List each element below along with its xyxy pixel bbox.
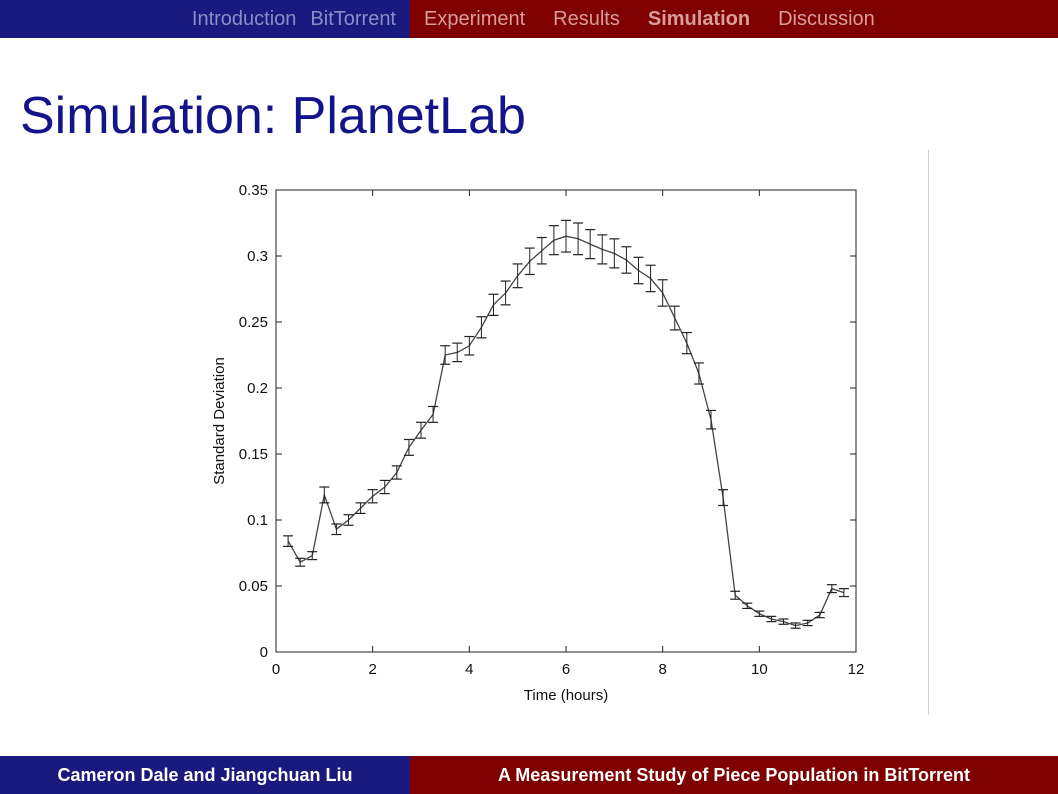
footer-authors: Cameron Dale and Jiangchuan Liu [0, 756, 410, 794]
y-axis-label: Standard Deviation [211, 357, 228, 485]
x-tick-label: 6 [562, 661, 570, 678]
nav-bittorrent[interactable]: BitTorrent [310, 7, 396, 30]
x-axis-label: Time (hours) [524, 687, 608, 704]
y-tick-label: 0.3 [247, 248, 268, 265]
top-nav-bar: Introduction BitTorrent Experiment Resul… [0, 0, 1058, 38]
x-tick-label: 2 [368, 661, 376, 678]
nav-discussion[interactable]: Discussion [778, 7, 875, 30]
x-tick-label: 0 [272, 661, 280, 678]
std-deviation-chart: 0 2 4 6 8 10 12 0 0.05 0.1 0.15 0.2 0.25 0.3 0.35 Time … [211, 182, 865, 704]
y-tick-label: 0 [260, 644, 268, 661]
footer-paper-title: A Measurement Study of Piece Population … [410, 756, 1058, 794]
nav-experiment[interactable]: Experiment [424, 7, 526, 30]
y-tick-label: 0.25 [239, 314, 268, 331]
y-tick-label: 0.1 [247, 512, 268, 529]
y-tick-label: 0.05 [239, 578, 268, 595]
y-tick-label: 0.15 [239, 446, 268, 463]
nav-section-right: Experiment Results Simulation Discussion [410, 0, 1058, 38]
nav-simulation[interactable]: Simulation [647, 7, 751, 30]
y-tick-label: 0.35 [239, 182, 268, 199]
series-line [287, 235, 845, 627]
plot-frame [275, 189, 857, 653]
footer-bar: Cameron Dale and Jiangchuan Liu A Measur… [0, 756, 1058, 794]
x-tick-label: 4 [465, 661, 473, 678]
x-tick-label: 10 [751, 661, 768, 678]
nav-section-left: Introduction BitTorrent [0, 0, 410, 38]
nav-results[interactable]: Results [553, 7, 620, 30]
x-tick-label: 12 [848, 661, 865, 678]
vertical-divider [928, 150, 929, 715]
x-tick-label: 8 [658, 661, 666, 678]
y-tick-label: 0.2 [247, 380, 268, 397]
nav-introduction[interactable]: Introduction [191, 7, 297, 30]
slide-title: Simulation: PlanetLab [20, 87, 526, 145]
